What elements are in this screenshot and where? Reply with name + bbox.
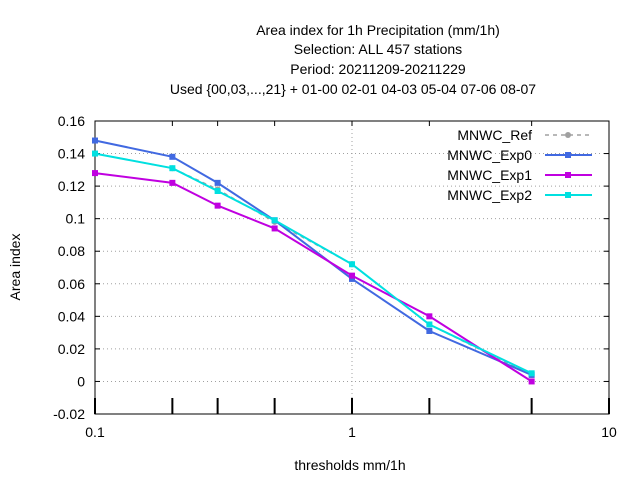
series-point (92, 170, 98, 177)
legend-swatch-marker (565, 192, 571, 198)
legend-swatch-marker (565, 132, 571, 138)
series-point (214, 187, 221, 194)
title-line-1: Area index for 1h Precipitation (mm/1h) (256, 22, 500, 38)
series-mnwc-exp1 (92, 170, 535, 385)
legend-label: MNWC_Exp0 (447, 147, 532, 163)
y-tick-label: 0.14 (58, 146, 85, 162)
legend-item: MNWC_Exp0 (447, 147, 592, 163)
legend-label: MNWC_Exp2 (447, 187, 532, 203)
legend-label: MNWC_Exp1 (447, 167, 532, 183)
series-point (528, 370, 535, 377)
y-tick-label: -0.02 (53, 406, 85, 422)
legend-swatch-marker (565, 172, 571, 178)
grid (95, 121, 609, 414)
series-point (349, 261, 355, 268)
series-point (92, 137, 98, 144)
y-tick-label: 0.12 (58, 178, 85, 194)
series-point (528, 378, 535, 385)
y-tick-label: 0.1 (66, 211, 86, 227)
y-tick-label: 0.04 (58, 308, 85, 324)
series-point (349, 275, 355, 282)
plot-frame (94, 120, 610, 415)
series-point (169, 179, 176, 186)
legend-swatch-marker (565, 152, 571, 158)
series-point (426, 313, 433, 320)
series-point (271, 225, 278, 232)
y-tick-label: 0.06 (58, 276, 85, 292)
y-tick-label: 0 (77, 373, 85, 389)
legend-item: MNWC_Ref (457, 127, 592, 143)
series-line (94, 172, 533, 383)
series-point (349, 272, 355, 279)
series-point (271, 217, 278, 224)
series-point (426, 321, 433, 328)
x-tick-label: 10 (601, 424, 617, 440)
x-axis-label: thresholds mm/1h (294, 457, 405, 473)
series-point (426, 327, 433, 334)
series-point (92, 150, 98, 157)
series-point (169, 153, 176, 160)
x-tick-label: 0.1 (85, 424, 105, 440)
title-line-3: Period: 20211209-20211229 (290, 61, 466, 77)
axis-ticks: -0.02 0 0.02 0.04 0.06 0.08 0.1 0.12 0.14 0.16 0.1… (53, 113, 617, 440)
series-point (214, 179, 221, 186)
legend-item: MNWC_Exp1 (447, 167, 592, 183)
series-point (214, 202, 221, 209)
y-axis-label: Area index (7, 234, 23, 301)
series-point (169, 165, 176, 172)
legend-item: MNWC_Exp2 (447, 187, 592, 203)
y-tick-label: 0.08 (58, 243, 85, 259)
title-line-4: Used {00,03,...,21} + 01-00 02-01 04-03 … (170, 81, 536, 97)
y-tick-label: 0.16 (58, 113, 85, 129)
series-mnwc-exp2 (92, 150, 535, 377)
y-tick-label: 0.02 (58, 341, 85, 357)
x-tick-label: 1 (348, 424, 356, 440)
chart-title: Area index for 1h Precipitation (mm/1h) … (170, 22, 536, 97)
title-line-2: Selection: ALL 457 stations (294, 41, 462, 57)
legend: MNWC_Ref MNWC_Exp0 MNWC_Exp1 MNWC_Exp2 (447, 127, 592, 203)
legend-label: MNWC_Ref (457, 127, 532, 143)
series (92, 137, 535, 385)
